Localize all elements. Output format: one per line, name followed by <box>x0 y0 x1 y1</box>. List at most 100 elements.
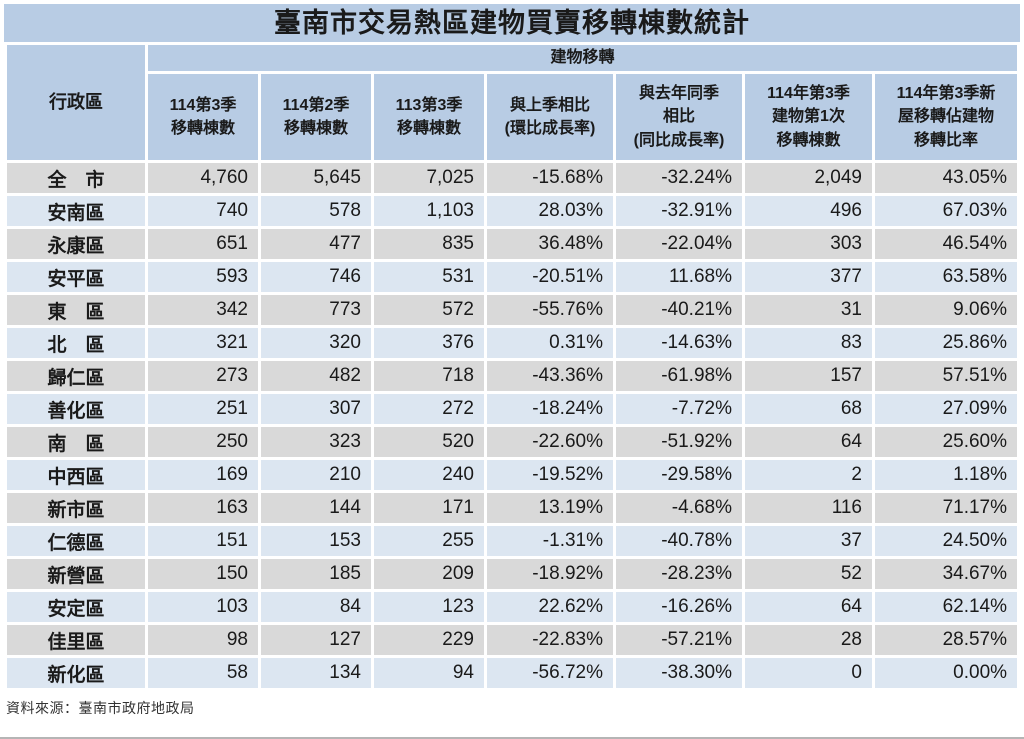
qoq-growth-cell: -18.92% <box>487 559 613 589</box>
new-ratio-cell: 9.06% <box>875 295 1018 325</box>
q3-113-count-cell: 171 <box>374 493 484 523</box>
yoy-growth-cell: -40.78% <box>616 526 742 556</box>
q2-114-count-cell: 773 <box>261 295 371 325</box>
first-transfer-cell: 377 <box>745 262 872 292</box>
q3-114-count-cell: 251 <box>148 394 258 424</box>
district-cell: 永康區 <box>7 229 145 259</box>
yoy-growth-cell: -32.91% <box>616 196 742 226</box>
yoy-growth-cell: -51.92% <box>616 427 742 457</box>
q2-114-count-cell: 482 <box>261 361 371 391</box>
q3-113-count-cell: 240 <box>374 460 484 490</box>
q3-114-count-cell: 150 <box>148 559 258 589</box>
district-cell: 北 區 <box>7 328 145 358</box>
first-transfer-cell: 116 <box>745 493 872 523</box>
q2-114-count-cell: 134 <box>261 658 371 688</box>
q2-114-count-cell: 746 <box>261 262 371 292</box>
q2-114-count-cell: 185 <box>261 559 371 589</box>
q3-113-count-cell: 376 <box>374 328 484 358</box>
q2-114-count-cell: 320 <box>261 328 371 358</box>
district-cell: 善化區 <box>7 394 145 424</box>
q2-114-count-cell: 323 <box>261 427 371 457</box>
district-cell: 新化區 <box>7 658 145 688</box>
new-ratio-cell: 67.03% <box>875 196 1018 226</box>
new-ratio-cell: 46.54% <box>875 229 1018 259</box>
q3-114-count-cell: 273 <box>148 361 258 391</box>
table-row: 中西區 169 210 240 -19.52% -29.58% 2 1.18% <box>7 460 1018 490</box>
district-cell: 中西區 <box>7 460 145 490</box>
first-transfer-cell: 68 <box>745 394 872 424</box>
q2-114-count-cell: 144 <box>261 493 371 523</box>
first-transfer-cell: 31 <box>745 295 872 325</box>
q3-114-count-cell: 58 <box>148 658 258 688</box>
district-cell: 新營區 <box>7 559 145 589</box>
yoy-growth-cell: -14.63% <box>616 328 742 358</box>
q3-114-count-cell: 4,760 <box>148 163 258 193</box>
report-title: 臺南市交易熱區建物買賣移轉棟數統計 <box>4 4 1020 42</box>
q2-114-count-cell: 153 <box>261 526 371 556</box>
new-ratio-cell: 0.00% <box>875 658 1018 688</box>
first-transfer-cell: 83 <box>745 328 872 358</box>
district-cell: 東 區 <box>7 295 145 325</box>
new-ratio-cell: 25.60% <box>875 427 1018 457</box>
new-ratio-cell: 27.09% <box>875 394 1018 424</box>
table-header: 行政區 建物移轉 114第3季 移轉棟數 114第2季 移轉棟數 113第3季 … <box>7 45 1018 160</box>
q2-114-count-cell: 84 <box>261 592 371 622</box>
first-transfer-cell: 496 <box>745 196 872 226</box>
first-transfer-cell: 2,049 <box>745 163 872 193</box>
district-cell: 新市區 <box>7 493 145 523</box>
district-cell: 佳里區 <box>7 625 145 655</box>
q3-114-count-cell: 250 <box>148 427 258 457</box>
q3-114-count-cell: 321 <box>148 328 258 358</box>
district-cell: 安定區 <box>7 592 145 622</box>
column-header-first-transfer: 114年第3季 建物第1次 移轉棟數 <box>745 74 872 160</box>
first-transfer-cell: 157 <box>745 361 872 391</box>
column-header-q2-114: 114第2季 移轉棟數 <box>261 74 371 160</box>
q2-114-count-cell: 210 <box>261 460 371 490</box>
table-row: 安平區 593 746 531 -20.51% 11.68% 377 63.58… <box>7 262 1018 292</box>
q3-113-count-cell: 1,103 <box>374 196 484 226</box>
table-row: 歸仁區 273 482 718 -43.36% -61.98% 157 57.5… <box>7 361 1018 391</box>
yoy-growth-cell: -22.04% <box>616 229 742 259</box>
column-header-new-house-ratio: 114年第3季新 屋移轉佔建物 移轉比率 <box>875 74 1018 160</box>
district-cell: 全 市 <box>7 163 145 193</box>
qoq-growth-cell: 28.03% <box>487 196 613 226</box>
q3-114-count-cell: 651 <box>148 229 258 259</box>
qoq-growth-cell: 13.19% <box>487 493 613 523</box>
table-row: 善化區 251 307 272 -18.24% -7.72% 68 27.09% <box>7 394 1018 424</box>
qoq-growth-cell: -43.36% <box>487 361 613 391</box>
district-cell: 仁德區 <box>7 526 145 556</box>
column-header-q3-114: 114第3季 移轉棟數 <box>148 74 258 160</box>
new-ratio-cell: 28.57% <box>875 625 1018 655</box>
column-header-district: 行政區 <box>7 45 145 160</box>
new-ratio-cell: 63.58% <box>875 262 1018 292</box>
q3-114-count-cell: 151 <box>148 526 258 556</box>
q3-113-count-cell: 272 <box>374 394 484 424</box>
table-row: 安南區 740 578 1,103 28.03% -32.91% 496 67.… <box>7 196 1018 226</box>
yoy-growth-cell: -32.24% <box>616 163 742 193</box>
qoq-growth-cell: -55.76% <box>487 295 613 325</box>
table-row: 新營區 150 185 209 -18.92% -28.23% 52 34.67… <box>7 559 1018 589</box>
new-ratio-cell: 62.14% <box>875 592 1018 622</box>
first-transfer-cell: 64 <box>745 592 872 622</box>
district-cell: 安南區 <box>7 196 145 226</box>
q3-114-count-cell: 342 <box>148 295 258 325</box>
new-ratio-cell: 71.17% <box>875 493 1018 523</box>
qoq-growth-cell: -20.51% <box>487 262 613 292</box>
first-transfer-cell: 0 <box>745 658 872 688</box>
q3-114-count-cell: 163 <box>148 493 258 523</box>
table-row: 永康區 651 477 835 36.48% -22.04% 303 46.54… <box>7 229 1018 259</box>
table-row: 東 區 342 773 572 -55.76% -40.21% 31 9.06% <box>7 295 1018 325</box>
district-cell: 安平區 <box>7 262 145 292</box>
first-transfer-cell: 303 <box>745 229 872 259</box>
q2-114-count-cell: 578 <box>261 196 371 226</box>
table-row: 全 市 4,760 5,645 7,025 -15.68% -32.24% 2,… <box>7 163 1018 193</box>
table-body: 全 市 4,760 5,645 7,025 -15.68% -32.24% 2,… <box>7 163 1018 688</box>
qoq-growth-cell: -22.83% <box>487 625 613 655</box>
q2-114-count-cell: 307 <box>261 394 371 424</box>
table-row: 安定區 103 84 123 22.62% -16.26% 64 62.14% <box>7 592 1018 622</box>
column-header-qoq: 與上季相比 (環比成長率) <box>487 74 613 160</box>
yoy-growth-cell: -29.58% <box>616 460 742 490</box>
qoq-growth-cell: -18.24% <box>487 394 613 424</box>
q3-113-count-cell: 520 <box>374 427 484 457</box>
table-row: 佳里區 98 127 229 -22.83% -57.21% 28 28.57% <box>7 625 1018 655</box>
